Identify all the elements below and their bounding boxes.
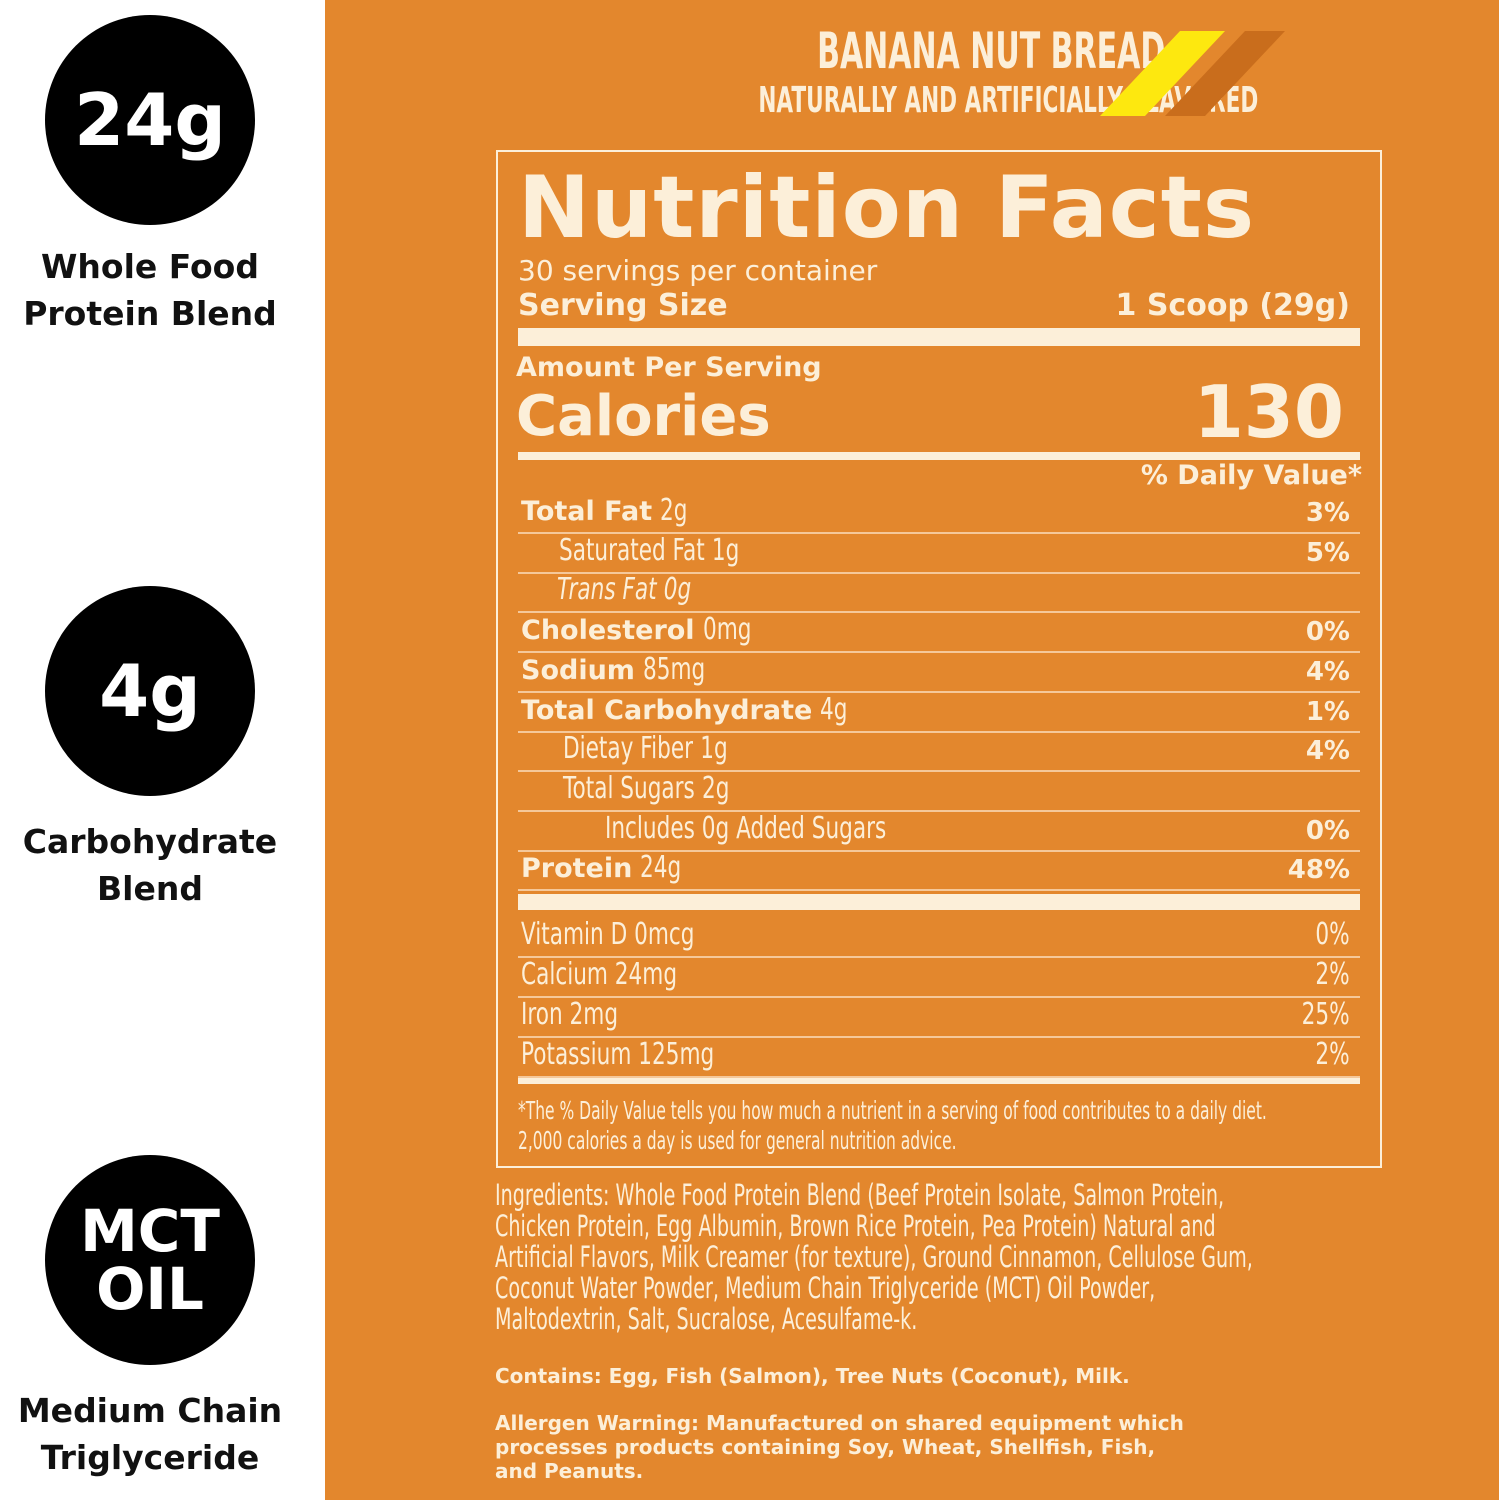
nutrient-amount: 2g xyxy=(701,770,730,806)
nutrient-row: Cholesterol 0mg 0% xyxy=(518,612,1360,654)
vitamin-name: Iron 2mg xyxy=(521,997,619,1032)
serving-size-value: 1 Scoop (29g) xyxy=(1115,288,1351,323)
allergen-warning: Allergen Warning: Manufactured on shared… xyxy=(495,1411,1184,1483)
vitamin-row: Potassium 125mg 2% xyxy=(518,1037,1360,1078)
calories-label: Calories xyxy=(516,384,771,449)
nutrient-daily-value: 5% xyxy=(1305,537,1350,568)
nutrient-daily-value: 1% xyxy=(1305,696,1350,727)
protein-badge-icon: 24g xyxy=(45,15,255,225)
calories-value: 130 xyxy=(1193,370,1344,454)
vitamin-row: Calcium 24mg 2% xyxy=(518,957,1360,998)
nutrient-name: Trans Fat xyxy=(557,572,657,608)
nutrient-row: Includes 0g Added Sugars 0% xyxy=(518,810,1360,852)
vitamin-daily-value: 2% xyxy=(1315,1037,1350,1072)
nutrient-row: Protein 24g 48% xyxy=(518,850,1360,892)
vitamin-row: Iron 2mg 25% xyxy=(518,997,1360,1038)
nutrient-name: Saturated Fat xyxy=(559,532,705,568)
nutrient-amount: 85mg xyxy=(642,651,706,687)
nutrient-amount: 4g xyxy=(820,691,848,727)
nutrient-name: Sodium xyxy=(521,654,635,686)
feature-label: Whole Food xyxy=(41,247,259,286)
nutrient-row: Trans Fat 0g xyxy=(518,572,1360,614)
nutrient-name: Includes 0g Added Sugars xyxy=(605,810,887,846)
feature-label: Medium Chain xyxy=(17,1391,283,1430)
nutrient-amount: 2g xyxy=(660,493,688,528)
vitamin-name: Calcium 24mg xyxy=(521,957,678,992)
nutrient-amount: 1g xyxy=(700,731,728,767)
nutrient-name: Protein xyxy=(521,853,633,885)
medium-divider xyxy=(518,452,1360,460)
nutrient-daily-value: 3% xyxy=(1305,498,1350,528)
nutrient-row: Dietay Fiber 1g 4% xyxy=(518,731,1360,773)
daily-value-header: % Daily Value* xyxy=(1140,460,1362,491)
flavor-title: BANANA NUT BREAD xyxy=(817,22,1166,80)
vitamin-name: Vitamin D 0mcg xyxy=(521,917,695,952)
nutrient-daily-value: 0% xyxy=(1305,617,1350,648)
thick-divider xyxy=(518,328,1360,346)
nutrition-facts-title: Nutrition Facts xyxy=(518,158,1256,258)
nutrient-name: Total Sugars xyxy=(563,770,695,806)
nutrient-name: Cholesterol xyxy=(521,615,695,647)
nutrient-amount: 0mg xyxy=(702,612,752,648)
vitamin-daily-value: 0% xyxy=(1315,917,1350,952)
feature-label: Carbohydrate xyxy=(22,822,278,861)
feature-label: Triglyceride xyxy=(40,1438,260,1477)
nutrient-name: Dietay Fiber xyxy=(563,731,694,767)
nutrient-daily-value: 4% xyxy=(1305,736,1350,767)
nutrient-row: Total Sugars 2g xyxy=(518,770,1360,812)
carb-badge-icon: 4g xyxy=(45,586,255,796)
feature-carbs: 4g Carbohydrate Blend xyxy=(0,586,300,912)
nutrient-row: Saturated Fat 1g 5% xyxy=(518,532,1360,574)
thick-divider xyxy=(518,894,1360,910)
nutrient-row: Sodium 85mg 4% xyxy=(518,651,1360,693)
mct-badge-icon: MCT OIL xyxy=(45,1155,255,1365)
nutrient-row: Total Carbohydrate 4g 1% xyxy=(518,691,1360,733)
nutrient-row: Total Fat 2g 3% xyxy=(518,493,1360,534)
ingredients: Ingredients: Whole Food Protein Blend (B… xyxy=(495,1178,1253,1336)
nutrient-amount: 24g xyxy=(640,850,682,886)
nutrient-daily-value: 48% xyxy=(1287,855,1350,886)
feature-label: Protein Blend xyxy=(23,294,277,333)
vitamin-name: Potassium 125mg xyxy=(521,1037,715,1072)
feature-protein: 24g Whole Food Protein Blend xyxy=(0,15,300,337)
flavor-subtitle: NATURALLY AND ARTIFICIALLY FLAVORED xyxy=(758,80,1259,121)
nutrient-amount: 0g xyxy=(663,572,692,608)
contains-statement: Contains: Egg, Fish (Salmon), Tree Nuts … xyxy=(495,1364,1130,1388)
serving-size-label: Serving Size xyxy=(518,288,728,323)
feature-label: Blend xyxy=(97,869,203,908)
vitamin-daily-value: 2% xyxy=(1315,957,1350,992)
nutrition-facts-panel: Nutrition Facts 30 servings per containe… xyxy=(496,150,1382,1168)
amount-per-serving: Amount Per Serving xyxy=(516,352,822,383)
footnote: *The % Daily Value tells you how much a … xyxy=(518,1096,1267,1155)
feature-mct: MCT OIL Medium Chain Triglyceride xyxy=(0,1155,300,1481)
vitamin-row: Vitamin D 0mcg 0% xyxy=(518,917,1360,958)
label-panel: BANANA NUT BREAD NATURALLY AND ARTIFICIA… xyxy=(325,0,1499,1500)
vitamin-daily-value: 25% xyxy=(1301,997,1350,1032)
nutrient-name: Total Carbohydrate xyxy=(521,694,813,726)
nutrient-amount: 1g xyxy=(711,532,740,568)
medium-divider xyxy=(518,1078,1360,1084)
nutrient-daily-value: 0% xyxy=(1305,815,1350,846)
nutrient-daily-value: 4% xyxy=(1305,656,1350,687)
stripes-icon xyxy=(1100,31,1285,116)
servings-per-container: 30 servings per container xyxy=(518,254,878,287)
nutrient-name: Total Fat xyxy=(521,496,653,527)
features-sidebar: 24g Whole Food Protein Blend 4g Carbohydr… xyxy=(0,0,325,1500)
